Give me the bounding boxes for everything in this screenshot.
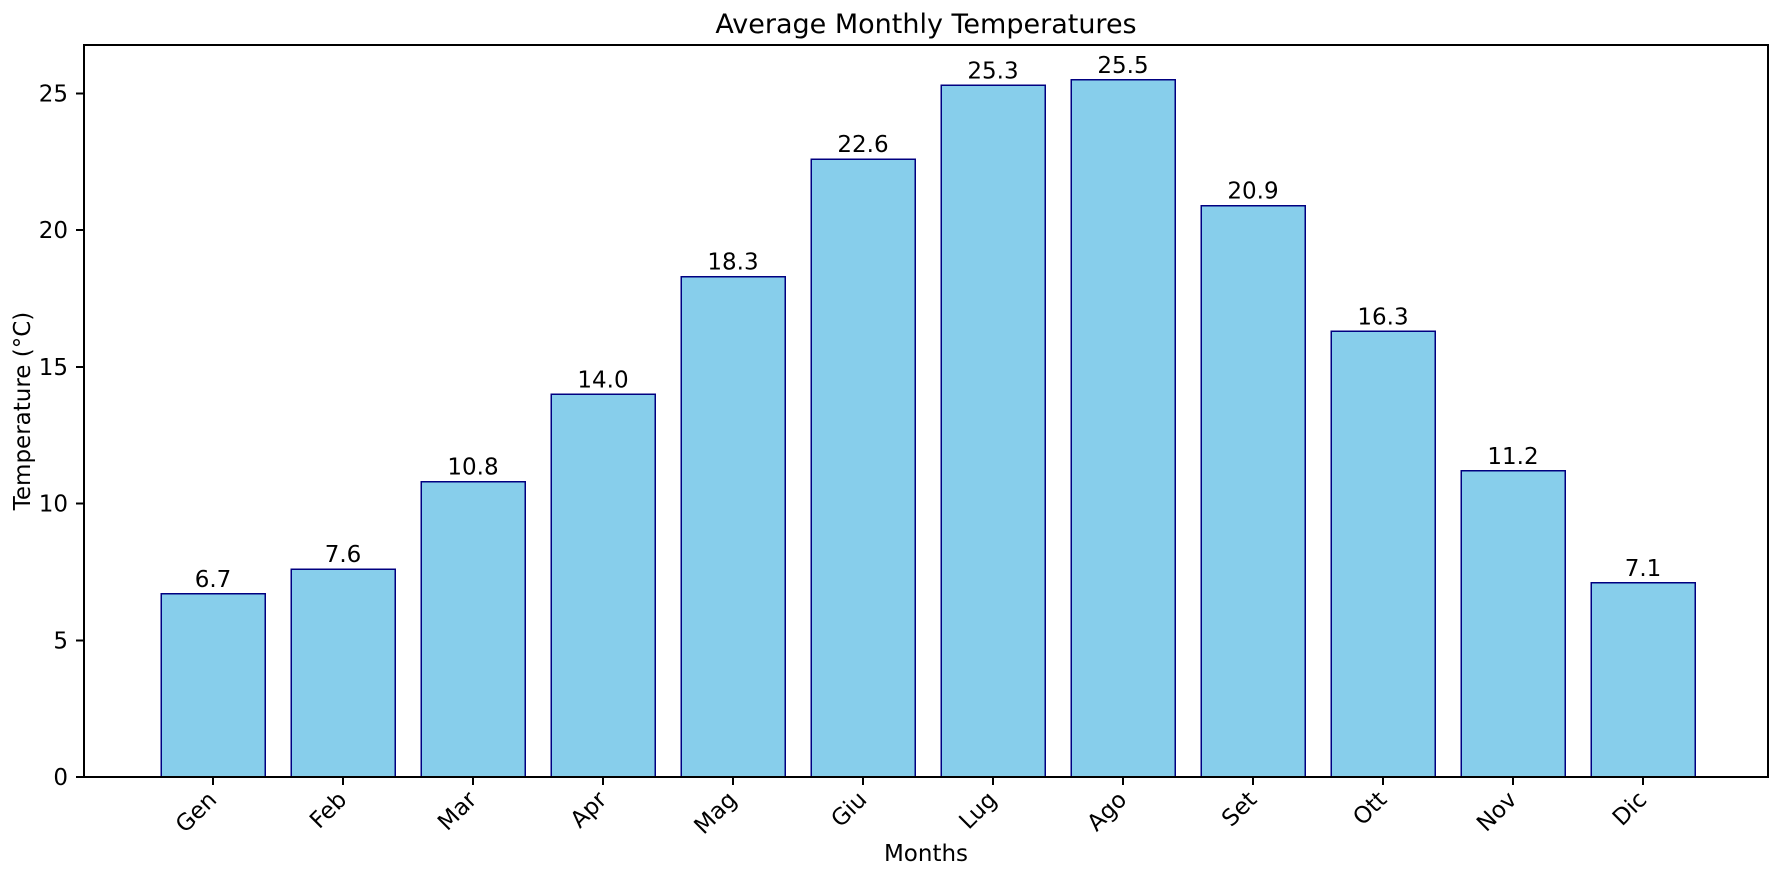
bar-dic: [1590, 582, 1696, 778]
x-tick-label-lug: Lug: [954, 787, 1002, 835]
x-tick-label-set: Set: [1217, 787, 1262, 832]
bar-mag: [680, 275, 786, 778]
y-axis-ticks: 0 5 10 15 20 25: [39, 82, 84, 791]
bar-apr: [550, 393, 656, 778]
bar-value-label: 7.1: [1625, 556, 1662, 582]
value-labels-group: 6.7 7.6 10.8 14.0 18.3 22.6 25.3 25.5 20.9 16.3 11…: [195, 53, 1662, 593]
y-tick-label: 20: [39, 218, 68, 244]
y-tick-label: 10: [39, 492, 68, 518]
bar-set: [1200, 204, 1306, 778]
bar-value-label: 18.3: [707, 250, 758, 276]
chart-title: Average Monthly Temperatures: [715, 9, 1136, 40]
x-tick-label-ott: Ott: [1348, 787, 1392, 831]
x-tick-label-giu: Giu: [826, 787, 872, 833]
bar-mar: [420, 480, 526, 778]
x-tick-label-dic: Dic: [1608, 787, 1652, 831]
bar-value-label: 25.3: [967, 58, 1018, 84]
y-tick-label: 15: [39, 355, 68, 381]
y-tick-label: 25: [39, 82, 68, 108]
plot-box-spines: [83, 44, 1769, 778]
bar-value-label: 7.6: [325, 542, 362, 568]
bar-ago: [1070, 79, 1176, 778]
bar-giu: [810, 158, 916, 778]
x-axis-label: Months: [884, 841, 968, 867]
bar-value-label: 10.8: [447, 455, 498, 481]
bar-value-label: 20.9: [1227, 179, 1278, 205]
x-axis-ticks: Gen Feb Mar Apr Mag Giu Lug Ago Set Ott Nov Dic: [171, 777, 1652, 840]
bar-value-label: 16.3: [1357, 304, 1408, 330]
bar-feb: [290, 568, 396, 778]
bar-value-label: 14.0: [577, 367, 628, 393]
y-tick-label: 0: [53, 765, 68, 791]
x-tick-label-apr: Apr: [566, 786, 613, 833]
bar-value-label: 11.2: [1487, 444, 1538, 470]
y-tick-label: 5: [53, 628, 68, 654]
x-tick-label-mar: Mar: [433, 786, 482, 835]
bar-value-label: 22.6: [837, 132, 888, 158]
bar-nov: [1460, 470, 1566, 778]
y-axis-label: Temperature (°C): [10, 312, 36, 512]
x-tick-label-ago: Ago: [1082, 787, 1132, 837]
x-tick-label-mag: Mag: [690, 787, 743, 840]
bar-gen: [160, 593, 266, 778]
x-tick-label-gen: Gen: [171, 787, 222, 838]
bar-lug: [940, 84, 1046, 778]
bar-value-label: 6.7: [195, 567, 232, 593]
x-tick-label-feb: Feb: [305, 787, 352, 834]
bars-group: [160, 79, 1696, 778]
x-tick-label-nov: Nov: [1472, 787, 1522, 837]
bar-value-label: 25.5: [1097, 53, 1148, 79]
bar-ott: [1330, 330, 1436, 778]
